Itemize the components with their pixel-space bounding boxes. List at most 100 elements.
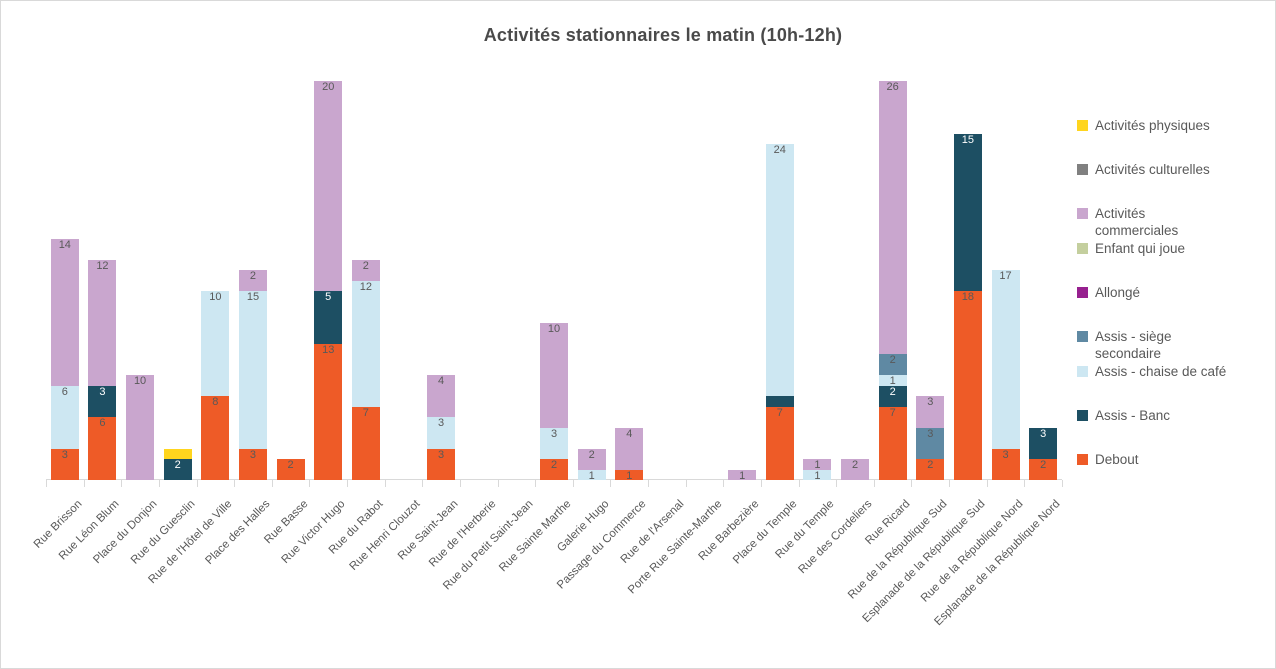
segment-value-label: 26 xyxy=(886,81,899,93)
legend: Activités physiques Activités culturelles… xyxy=(1077,117,1273,495)
bar-segment: 2 xyxy=(878,385,907,407)
segment-value-label: 12 xyxy=(359,280,372,293)
legend-item-assis-chaise-de-cafe: Assis - chaise de café xyxy=(1077,363,1273,380)
bar-segment: 12 xyxy=(88,259,117,386)
bar-segment: 2 xyxy=(276,459,305,480)
bar-14: 10 3 2 xyxy=(540,322,568,480)
bar-22: 2 xyxy=(841,459,870,480)
bar-11: 4 3 3 xyxy=(427,375,456,480)
bar-segment: 15 xyxy=(238,291,267,449)
x-axis-tick xyxy=(685,480,687,487)
legend-label: Assis - chaise de café xyxy=(1095,364,1227,379)
legend-swatch xyxy=(1077,331,1088,342)
segment-value-label: 10 xyxy=(547,322,561,335)
category-label: Rue des Cordeliers xyxy=(796,498,875,577)
segment-value-label: 1 xyxy=(626,469,633,482)
segment-value-label: 17 xyxy=(999,270,1012,282)
bar-19: 1 xyxy=(728,469,757,482)
segment-value-label: 10 xyxy=(133,375,147,387)
segment-value-label: 1 xyxy=(739,469,746,482)
chart-title: Activités stationnaires le matin (10h-12… xyxy=(483,25,843,45)
bar-segment: 13 xyxy=(314,343,343,480)
segment-value-label: 15 xyxy=(961,133,975,146)
x-axis-tick xyxy=(1062,480,1063,487)
segment-value-label: 20 xyxy=(322,81,335,93)
segment-value-label: 2 xyxy=(851,459,859,471)
legend-swatch xyxy=(1077,454,1088,465)
x-axis-tick xyxy=(648,480,650,487)
segment-value-label: 2 xyxy=(927,459,934,471)
bar-segment: 3 xyxy=(540,427,568,459)
bar-segment: 6 xyxy=(50,385,79,449)
legend-label: Assis - Banc xyxy=(1095,408,1171,423)
bar-segment: 10 xyxy=(201,291,230,396)
x-axis-tick xyxy=(459,480,461,487)
segment-value-label: 2 xyxy=(889,354,896,366)
segment-value-label: 3 xyxy=(927,396,934,408)
bar-segment: 3 xyxy=(1029,427,1058,459)
bar-segment: 1 xyxy=(803,459,832,471)
bar-segment: 2 xyxy=(163,459,192,480)
bar-segment: 3 xyxy=(916,396,945,428)
segment-value-label: 2 xyxy=(362,259,369,272)
x-axis-tick xyxy=(158,480,160,487)
bar-segment: 1 xyxy=(803,469,832,481)
x-axis-tick xyxy=(949,480,951,487)
legend-label: Activités physiques xyxy=(1095,118,1210,133)
segment-value-label: 4 xyxy=(438,375,445,387)
bar-25: 15 18 xyxy=(953,133,982,480)
bar-segment: 5 xyxy=(314,291,343,344)
category-label: Rue de l'Herberie xyxy=(426,498,499,570)
bar-segment: 3 xyxy=(50,448,79,480)
bar-segment: 3 xyxy=(991,448,1020,480)
segment-value-label: 10 xyxy=(209,291,222,303)
x-axis-tick xyxy=(911,480,913,487)
x-axis-tick xyxy=(535,480,537,487)
bar-1: 14 6 3 xyxy=(50,238,79,480)
bar-segment: 15 xyxy=(953,133,982,291)
segment-value-label: 14 xyxy=(58,238,71,251)
bar-segment: 1 xyxy=(615,469,644,482)
x-axis-tick xyxy=(760,480,762,487)
segment-value-label: 3 xyxy=(927,427,934,440)
x-axis-tick xyxy=(1024,480,1026,487)
segment-value-label: 3 xyxy=(438,448,445,461)
x-axis-tick xyxy=(121,480,123,487)
segment-value-label: 2 xyxy=(174,459,181,471)
bar-segment: 3 xyxy=(916,427,945,459)
legend-swatch xyxy=(1077,243,1088,254)
segment-value-label: 3 xyxy=(550,427,558,440)
segment-value-label: 2 xyxy=(889,385,896,398)
x-axis-tick xyxy=(271,480,273,487)
bar-6: 2 15 3 xyxy=(238,270,267,480)
legend-swatch xyxy=(1077,287,1088,298)
bar-9: 2 12 7 xyxy=(351,259,380,480)
bar-segment: 18 xyxy=(953,291,982,480)
segment-value-label: 7 xyxy=(362,406,369,419)
x-axis-tick xyxy=(798,480,800,487)
bar-segment: 2 xyxy=(916,459,945,480)
bar-26: 17 3 xyxy=(991,270,1020,480)
segment-value-label: 4 xyxy=(626,427,633,440)
x-axis-tick xyxy=(497,480,499,487)
bar-5: 10 8 xyxy=(201,291,230,480)
segment-value-label: 2 xyxy=(588,448,595,461)
bar-segment xyxy=(765,396,794,407)
segment-value-label: 1 xyxy=(588,469,595,482)
category-label: Rue Henri Clouzot xyxy=(348,498,423,573)
bar-segment: 24 xyxy=(765,144,794,396)
x-axis-tick xyxy=(384,480,386,487)
x-axis-tick xyxy=(572,480,574,487)
segment-value-label: 3 xyxy=(249,448,257,461)
bar-segment: 1 xyxy=(728,469,757,482)
bar-segment: 2 xyxy=(351,259,380,281)
bar-segment: 3 xyxy=(427,417,456,449)
legend-item-enfant-qui-joue: Enfant qui joue xyxy=(1077,240,1273,257)
bar-segment: 3 xyxy=(238,448,267,480)
segment-value-label: 2 xyxy=(1040,459,1047,471)
category-label: Rue Sainte Marthe xyxy=(497,498,574,575)
